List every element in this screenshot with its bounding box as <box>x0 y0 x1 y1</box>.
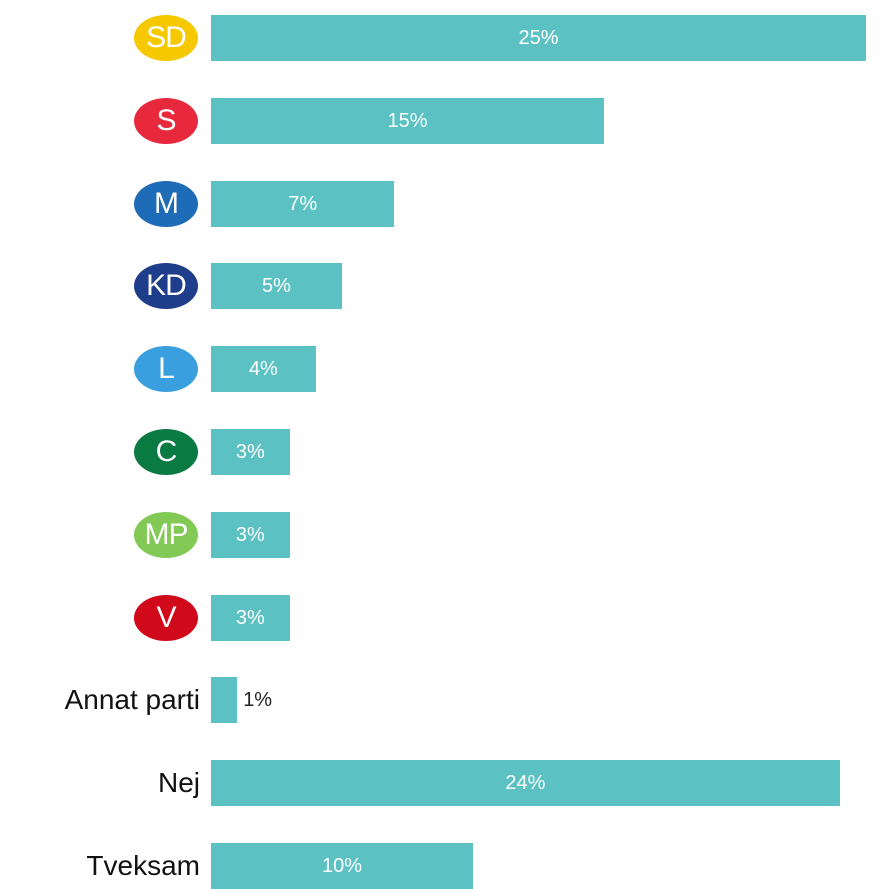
value-label: 10% <box>321 855 363 877</box>
party-badge: M <box>134 180 198 227</box>
value-label: 3% <box>235 523 265 546</box>
value-label: 3% <box>235 441 265 463</box>
value-label: 25% <box>518 27 559 49</box>
bar-row: M 7% <box>0 180 879 227</box>
bar-row: KD 5% <box>0 263 879 310</box>
bar <box>211 180 395 227</box>
bar-row: SD 25% <box>0 15 879 61</box>
category-label: Nej <box>157 767 200 799</box>
bar-row: C 3% <box>0 429 879 475</box>
bar <box>211 511 290 558</box>
value-label: 5% <box>262 275 291 298</box>
party-badge: S <box>134 97 198 144</box>
party-badge: SD <box>134 15 198 61</box>
bar-row: Nej 24% <box>0 760 879 807</box>
bar-row: Tveksam 10% <box>0 843 879 889</box>
bar-row: V 3% <box>0 594 879 641</box>
bar <box>211 346 316 393</box>
bar-row: Annat parti 1% <box>0 677 879 724</box>
bar <box>211 263 342 310</box>
value-label: 24% <box>505 772 546 795</box>
value-label: 4% <box>248 358 278 381</box>
value-label: 3% <box>235 606 265 629</box>
party-badge: V <box>134 594 198 641</box>
bar <box>211 760 840 807</box>
bar <box>211 843 473 889</box>
party-badge: KD <box>134 263 198 310</box>
party-badge: C <box>134 429 198 475</box>
category-label: Annat parti <box>64 684 200 716</box>
party-badge: MP <box>134 511 198 558</box>
value-label: 15% <box>387 109 428 132</box>
category-label: Tveksam <box>86 850 200 881</box>
value-label: 7% <box>288 192 318 215</box>
value-label: 1% <box>243 689 273 712</box>
bar-row: S 15% <box>0 97 879 144</box>
bar <box>211 15 866 61</box>
bar <box>211 594 290 641</box>
bar-row: L 4% <box>0 346 879 393</box>
bar <box>211 677 238 724</box>
bar <box>211 97 604 144</box>
bar-row: MP 3% <box>0 511 879 558</box>
party-badge: L <box>134 346 198 393</box>
bar <box>211 429 290 475</box>
